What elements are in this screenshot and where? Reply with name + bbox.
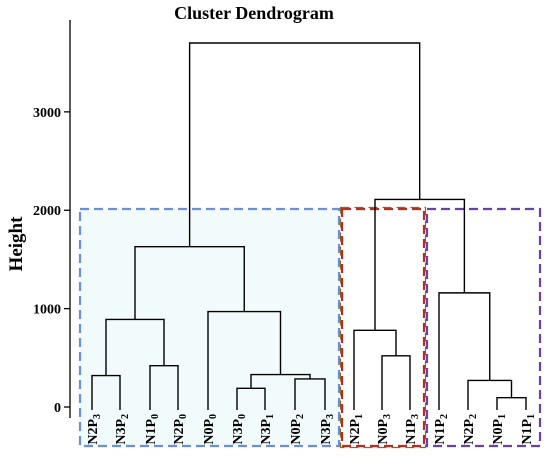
leaf-labels: N2P3 N3P2 N1P0 N2P0 N0P0 N3P0 N3P1 N0P2 N3P3 N2P1… xyxy=(86,414,537,445)
leaf-label-n0p2: N0P2 xyxy=(289,414,306,445)
leaf-label-n3p1: N3P1 xyxy=(259,414,276,445)
y-tick-label-3: 3000 xyxy=(33,106,61,121)
leaf-label-n1p1: N1P1 xyxy=(520,414,537,445)
leaf-label-n3p2: N3P2 xyxy=(114,414,131,445)
y-axis-label: Height xyxy=(6,216,27,272)
leaf-label-n2p1: N2P1 xyxy=(348,414,365,445)
cluster-box-2 xyxy=(425,207,542,448)
leaf-label-n2p2: N2P2 xyxy=(462,414,479,445)
cluster-boxes xyxy=(78,206,542,449)
leaf-label-n1p3: N1P3 xyxy=(404,414,421,445)
chart-title: Cluster Dendrogram xyxy=(174,3,334,23)
y-axis: 0 1000 2000 3000 xyxy=(33,20,71,418)
merge-branch-9 xyxy=(353,329,397,410)
dendrogram-branches xyxy=(91,42,527,410)
merge-branch-14 xyxy=(188,42,421,247)
merge-branch-11 xyxy=(467,379,513,410)
leaf-label-n0p0: N0P0 xyxy=(202,414,219,445)
cluster-box-1 xyxy=(340,207,426,448)
merge-branch-13 xyxy=(374,198,466,331)
leaf-label-n1p0: N1P0 xyxy=(144,414,161,445)
cluster-box-0 xyxy=(78,207,341,448)
leaf-label-n2p3: N2P3 xyxy=(86,414,103,445)
leaf-label-n3p0: N3P0 xyxy=(231,414,248,445)
merge-branch-6 xyxy=(207,310,282,410)
leaf-label-n2p0: N2P0 xyxy=(172,414,189,445)
cluster-box-outline-1 xyxy=(339,206,427,449)
merge-branch-0 xyxy=(91,374,121,410)
leaf-label-n0p1: N0P1 xyxy=(491,414,508,445)
leaf-label-n0p3: N0P3 xyxy=(376,414,393,445)
leaf-label-n3p3: N3P3 xyxy=(319,414,336,445)
y-tick-label-1: 1000 xyxy=(33,303,61,318)
y-tick-label-0: 0 xyxy=(54,401,61,416)
leaf-label-n1p2: N1P2 xyxy=(433,414,450,445)
y-tick-label-2: 2000 xyxy=(33,204,61,219)
